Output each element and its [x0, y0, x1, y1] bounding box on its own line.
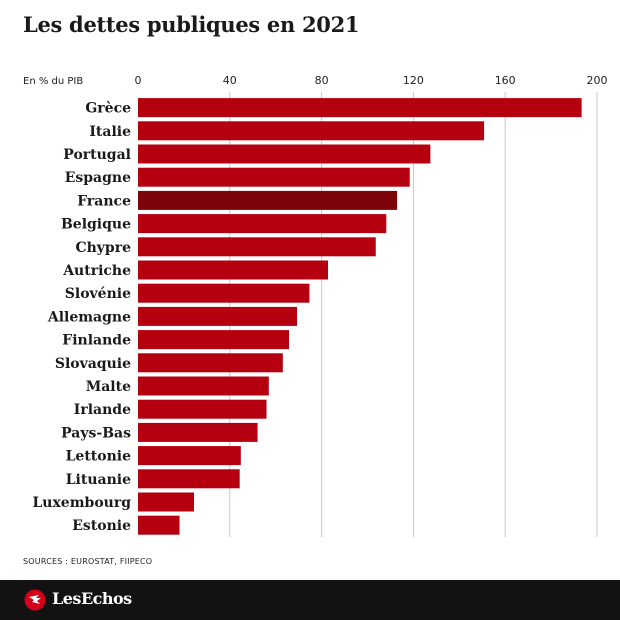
bar: [138, 121, 485, 141]
bar: [138, 306, 298, 326]
bar: [138, 214, 387, 234]
category-label: Belgique: [61, 217, 131, 233]
x-tick-label: 200: [587, 74, 608, 87]
category-label: Espagne: [65, 170, 131, 186]
bar: [138, 376, 269, 396]
category-label: Grèce: [85, 101, 131, 117]
category-label: Lituanie: [66, 472, 131, 488]
bar: [138, 330, 290, 350]
category-label: Lettonie: [66, 449, 132, 465]
x-tick-label: 160: [495, 74, 516, 87]
category-label: France: [77, 193, 131, 209]
bar: [138, 237, 376, 257]
x-tick-label: 80: [315, 74, 329, 87]
les-echos-logo-icon: [24, 589, 46, 611]
bar-chart: En % du PIB Grèce Italie Portugal Espagne Fr…: [23, 74, 608, 537]
unit-label: En % du PIB: [23, 76, 83, 87]
category-label: Irlande: [74, 402, 131, 418]
category-label: Allemagne: [47, 309, 131, 325]
category-label: Pays-Bas: [61, 425, 131, 441]
bar: [138, 492, 194, 512]
bar: [138, 446, 241, 466]
bar: [138, 469, 240, 489]
footer-bar: LesEchos: [0, 580, 620, 620]
chart-title: Les dettes publiques en 2021: [23, 12, 360, 37]
bar: [138, 283, 310, 303]
bar: [138, 167, 410, 187]
x-tick-label: 120: [403, 74, 424, 87]
category-label: Finlande: [62, 333, 131, 349]
bar: [138, 144, 431, 164]
category-label: Chypre: [75, 240, 131, 256]
sources-note: SOURCES : EUROSTAT, FIIPECO: [23, 557, 153, 566]
category-label: Slovénie: [65, 286, 131, 302]
bar: [138, 422, 258, 442]
category-label: Malte: [86, 379, 131, 395]
category-label: Estonie: [72, 518, 131, 534]
x-tick-label: 40: [223, 74, 237, 87]
tick-labels: 0 40 80 120 160 200: [135, 74, 608, 87]
bar: [138, 260, 329, 280]
bar: [138, 98, 582, 118]
category-label: Autriche: [62, 263, 131, 279]
x-tick-label: 0: [135, 74, 142, 87]
bar: [138, 399, 267, 419]
bar: [138, 190, 398, 210]
bars: [138, 98, 582, 535]
bar: [138, 353, 283, 373]
category-label: Portugal: [63, 147, 131, 163]
category-label: Luxembourg: [32, 495, 131, 511]
category-label: Slovaquie: [55, 356, 131, 372]
category-label: Italie: [89, 124, 131, 140]
bar: [138, 515, 180, 535]
category-labels: Grèce Italie Portugal Espagne France Belgique…: [32, 101, 131, 535]
brand-name: LesEchos: [52, 589, 132, 608]
